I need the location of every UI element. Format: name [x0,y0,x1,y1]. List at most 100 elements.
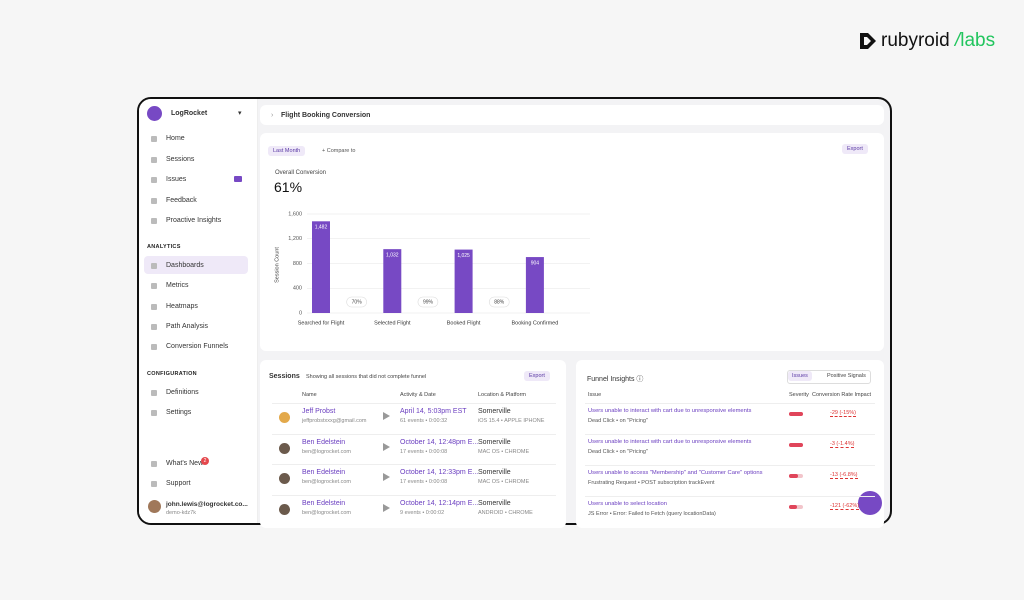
play-button[interactable] [383,503,390,512]
user-org: demo-kdz7k [166,510,196,516]
value-label: 1,482 [315,225,328,231]
tab[interactable]: Issues [788,371,812,381]
nav-icon [151,283,157,290]
nav-item[interactable]: Issues [166,176,187,183]
issue-detail: JS Error • Error: Failed to Fetch (query… [588,511,716,517]
nav-item[interactable]: Metrics [166,282,189,290]
value-label: 1,025 [457,253,470,259]
nav-item[interactable]: Settings [166,409,192,417]
avatar [279,473,290,484]
sidebar [139,99,258,523]
y-tick-label: 1,200 [288,236,302,242]
y-tick-label: 400 [293,286,302,292]
issue-title[interactable]: Users unable to interact with cart due t… [588,408,752,414]
summary-label: Overall Conversion [275,170,327,176]
sessions-export[interactable]: Export [524,371,550,381]
nav-icon [151,177,157,183]
nav-icon [151,410,157,417]
sessions-card [260,360,566,528]
nav-icon [151,461,157,467]
row-divider [272,494,556,496]
play-button[interactable] [383,442,390,451]
value-label: 904 [531,260,540,266]
row-divider [272,433,556,435]
severity-fill [789,474,798,478]
issue-title[interactable]: Users unable to access "Membership" and … [588,470,763,476]
issue-detail: Dead Click • on "Pricing" [588,418,648,424]
x-tick-label: Booking Confirmed [512,320,559,326]
user-email[interactable]: john.lewis@logrocket.co... [166,501,248,508]
org-avatar [147,106,162,121]
session-location: Somerville [478,499,511,507]
avatar [279,412,290,423]
export-button[interactable]: Export [842,144,868,154]
nav-item[interactable]: Dashboards [166,262,204,269]
issue-detail: Frustrating Request • POST subscription … [588,480,715,486]
impact: -29 (-15%) [830,410,856,417]
impact: -121 (-62%) [830,503,860,510]
severity-fill [789,505,797,509]
nav-item[interactable]: Home [166,135,185,142]
y-axis-title: Session Count [274,247,280,283]
nav-item[interactable]: Path Analysis [166,322,209,330]
org-name[interactable]: LogRocket [171,110,208,117]
chart: Session Count 0 400 800 1,200 1,600 1,482 Searc… [274,211,590,326]
range-button[interactable]: Last Month [268,146,306,156]
session-location: Somerville [478,469,511,476]
session-name[interactable]: Jeff Probst [302,408,336,415]
issue-detail: Dead Click • on "Pricing" [588,449,648,455]
nav-item[interactable]: Proactive Insights [166,217,222,224]
nav-item[interactable]: Support [166,480,191,487]
sessions-subtitle: Showing all sessions that did not comple… [306,374,427,380]
tab[interactable]: Positive Signals [827,373,866,379]
session-events: 9 events • 0:00:02 [400,509,445,516]
nav-item[interactable]: Definitions [166,389,199,396]
nav-badge [234,176,242,182]
rate-label: 88% [494,299,505,305]
breadcrumb-bar [260,105,884,125]
play-button[interactable] [383,412,390,420]
session-name[interactable]: Ben Edelstein [302,469,346,476]
nav-item[interactable]: Sessions [166,155,195,163]
nav-item[interactable]: Feedback [166,196,197,204]
compare-button[interactable]: + Compare to [322,148,356,154]
logo-name: rubyroid [881,30,950,51]
session-name[interactable]: Ben Edelstein [302,438,346,446]
logo-icon [860,33,876,49]
nav-active [144,256,248,274]
y-tick-label: 0 [299,310,302,316]
issue-title[interactable]: Users unable to select location [588,501,667,507]
row-divider [585,403,875,404]
summary-value: 61% [274,179,303,195]
y-tick-label: 1,600 [288,211,302,217]
nav-icon [151,481,157,487]
x-tick-label: Selected Flight [374,320,411,326]
session-name[interactable]: Ben Edelstein [302,499,346,507]
session-location: Somerville [478,408,511,415]
bar [525,257,544,313]
column-header: Name [302,392,317,398]
nav-icon [151,218,157,224]
bar [454,249,473,313]
nav-item[interactable]: Heatmaps [166,302,198,310]
nav-item[interactable]: Conversion Funnels [166,343,229,351]
session-events: 61 events • 0:00:32 [400,418,448,424]
session-email: ben@logrocket.com [302,479,351,485]
nav-icon [151,197,157,204]
issue-title[interactable]: Users unable to interact with cart due t… [588,439,752,445]
x-tick-label: Searched for Flight [298,320,345,326]
rate-label: 70% [352,299,363,305]
nav-item[interactable]: What's New [166,460,204,467]
bar [383,249,402,313]
play-button[interactable] [383,473,390,481]
chat-button[interactable] [858,491,882,515]
session-platform: iOS 15.4 • APPLE IPHONE [478,418,545,424]
column-header: Activity & Date [400,392,436,398]
impact: -13 (-6.8%) [830,472,858,479]
session-platform: MAC OS • CHROME [478,448,530,455]
rate-pill [488,296,510,308]
session-platform: MAC OS • CHROME [478,479,530,485]
session-events: 17 events • 0:00:08 [400,448,448,455]
nav-icon [151,263,157,269]
severity-fill [789,412,803,416]
